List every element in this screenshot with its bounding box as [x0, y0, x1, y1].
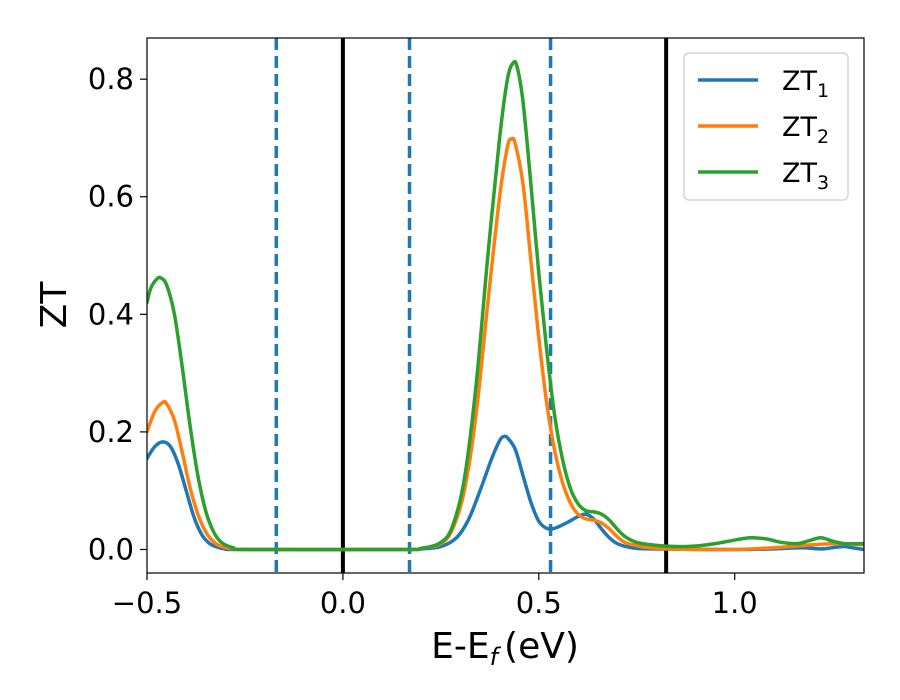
- y-tick-label: 0.6: [88, 180, 134, 214]
- x-tick-label: 1.0: [712, 586, 758, 620]
- y-tick-label: 0.2: [88, 415, 134, 449]
- series-line-zt3: [147, 59, 864, 552]
- plot-frame: [146, 37, 865, 574]
- legend-label-zt1: ZT1: [782, 66, 829, 102]
- legend: ZT1 ZT2 ZT3: [683, 52, 849, 201]
- y-tick-label: 0.8: [88, 62, 134, 96]
- series-line-zt2: [147, 136, 864, 552]
- x-tick-label: −0.5: [112, 586, 182, 620]
- y-tick-label: 0.4: [88, 297, 134, 331]
- x-tick-label: 0.5: [516, 586, 562, 620]
- x-axis-title: E-Ef (eV): [431, 626, 579, 671]
- legend-label-zt2: ZT2: [782, 112, 829, 148]
- legend-box: [683, 52, 849, 201]
- y-axis-ticks: 0.0 0.2 0.4 0.6 0.8: [88, 62, 147, 566]
- series-lines: [147, 59, 864, 552]
- legend-label-zt3: ZT3: [782, 158, 829, 194]
- reference-lines: [274, 38, 669, 573]
- y-axis-title: ZT: [34, 281, 75, 329]
- y-tick-label: 0.0: [88, 532, 134, 566]
- x-axis-ticks: −0.5 0.0 0.5 1.0: [112, 573, 758, 620]
- x-tick-label: 0.0: [320, 586, 366, 620]
